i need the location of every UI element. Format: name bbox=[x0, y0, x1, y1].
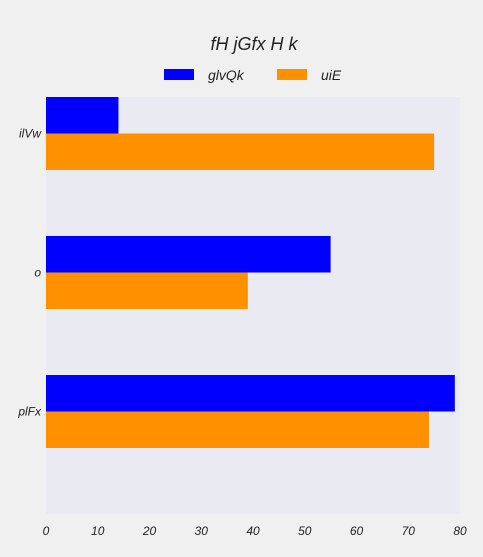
legend: glvQk uiE bbox=[164, 67, 342, 83]
bar-glvqk-o bbox=[46, 236, 331, 273]
y-tick-label: o bbox=[34, 266, 41, 280]
x-axis-ticks: 0 10 20 30 40 50 60 70 80 bbox=[43, 524, 467, 538]
bar-uie-ilvw bbox=[46, 134, 434, 171]
x-tick-label: 20 bbox=[142, 524, 157, 538]
legend-swatch-uie bbox=[277, 69, 307, 80]
x-tick-label: 70 bbox=[402, 524, 416, 538]
bar-uie-plfx bbox=[46, 412, 429, 449]
x-tick-label: 60 bbox=[350, 524, 364, 538]
x-tick-label: 50 bbox=[298, 524, 312, 538]
bar-glvqk-ilvw bbox=[46, 97, 118, 134]
x-tick-label: 0 bbox=[43, 524, 50, 538]
bar-uie-o bbox=[46, 273, 248, 310]
chart-title: fH jGfx H k bbox=[210, 34, 298, 54]
bar-glvqk-plfx bbox=[46, 375, 455, 412]
legend-label-uie: uiE bbox=[321, 67, 342, 83]
legend-swatch-glvqk bbox=[164, 69, 194, 80]
y-tick-label: ilVw bbox=[19, 127, 42, 141]
y-axis-ticks: ilVw o plFx bbox=[17, 127, 42, 419]
x-tick-label: 40 bbox=[246, 524, 260, 538]
x-tick-label: 30 bbox=[195, 524, 209, 538]
y-tick-label: plFx bbox=[17, 405, 42, 419]
legend-label-glvqk: glvQk bbox=[208, 67, 245, 83]
x-tick-label: 10 bbox=[91, 524, 105, 538]
x-tick-label: 80 bbox=[453, 524, 467, 538]
